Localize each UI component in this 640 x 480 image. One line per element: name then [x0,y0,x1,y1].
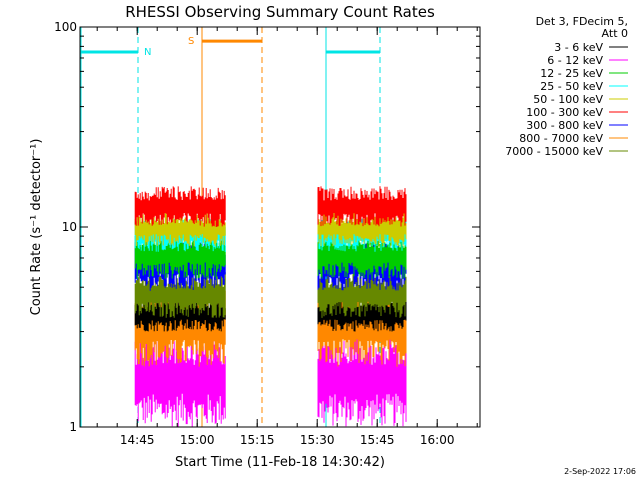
series-line [134,331,407,427]
legend-entry-label: 100 - 300 keV [526,106,603,119]
series-band-100-300kev [134,186,407,227]
legend-entry-label: 7000 - 15000 keV [505,145,603,158]
legend-entry-label: 800 - 7000 keV [519,132,603,145]
y-tick-label: 100 [54,20,77,34]
series-band-6-12kev [134,331,407,427]
x-axis-label: Start Time (11-Feb-18 14:30:42) [175,455,385,470]
series-line [134,186,407,227]
y-axis: 1 10 100 [54,20,480,434]
series-band-7000-15000kev [134,271,407,318]
series-bands [134,186,407,427]
x-tick-label: 15:00 [180,433,215,447]
y-axis-label: Count Rate (s⁻¹ detector⁻¹) [29,139,44,316]
legend-header: Att 0 [602,27,628,40]
chart-title: RHESSI Observing Summary Count Rates [125,3,435,21]
timestamp: 2-Sep-2022 17:06 [564,467,636,476]
series-line [134,231,407,279]
x-tick-label: 15:15 [240,433,275,447]
legend-entry-label: 50 - 100 keV [533,93,603,106]
x-axis: 14:45 15:00 15:15 15:30 15:45 16:00 [96,27,478,447]
flag-label: S [188,36,194,47]
x-tick-label: 15:45 [360,433,395,447]
series-line [134,271,407,318]
series-line [134,211,407,247]
legend-entry-label: 12 - 25 keV [540,67,603,80]
x-tick-label: 14:45 [120,433,155,447]
legend-header: Det 3, FDecim 5, [536,15,628,28]
legend-entry-label: 25 - 50 keV [540,80,603,93]
y-tick-label: 1 [69,420,77,434]
legend-entry-label: 3 - 6 keV [554,41,603,54]
x-tick-label: 16:00 [420,433,455,447]
y-tick-label: 10 [62,220,77,234]
legend-entry-label: 6 - 12 keV [547,54,603,67]
x-tick-label: 15:30 [300,433,335,447]
series-band-12-25kev [134,231,407,279]
flag-label: N [144,47,151,58]
legend-entry-label: 300 - 800 keV [526,119,603,132]
series-band-50-100kev [134,211,407,247]
